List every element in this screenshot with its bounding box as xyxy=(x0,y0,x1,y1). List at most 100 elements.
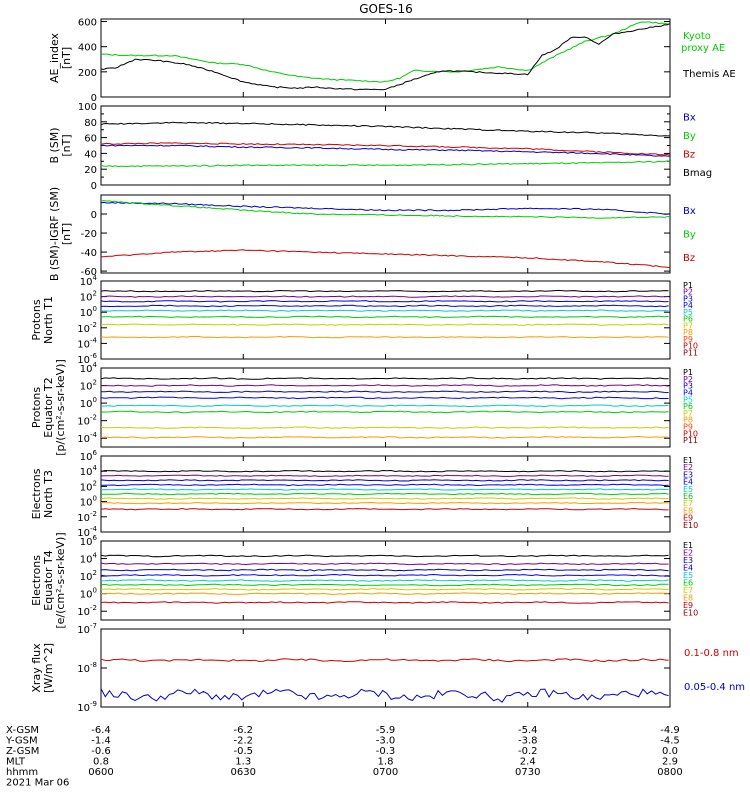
ephemeris-value: 0700 xyxy=(373,767,398,778)
series-line xyxy=(100,474,669,477)
series-line xyxy=(100,335,669,339)
y-tick-label: 104 xyxy=(80,552,98,566)
ephemeris-row-label: hhmm xyxy=(6,767,38,778)
y-tick-label: 106 xyxy=(80,534,98,548)
legend-label: P4 xyxy=(683,388,693,397)
series-line xyxy=(100,492,669,496)
y-tick-label: 20 xyxy=(84,165,97,176)
y-tick-label: 10-2 xyxy=(77,604,97,618)
date-label: 2021 Mar 06 xyxy=(6,778,69,789)
panel-5: 10-4 10-2 100 102 104 ProtonsEquator T2[p/(cm… xyxy=(30,359,698,456)
series-line xyxy=(101,483,669,487)
y-tick-label: 10-2 xyxy=(77,414,97,428)
legend-label: Bz xyxy=(683,253,695,264)
series-line xyxy=(100,295,669,298)
y-axis-label: ProtonsNorth T1 xyxy=(30,296,55,344)
series-line xyxy=(100,23,671,91)
y-tick-label: -40 xyxy=(81,248,97,259)
legend-label: By xyxy=(683,131,696,142)
series-line xyxy=(100,144,671,157)
y-tick-label: -60 xyxy=(81,267,97,278)
ephemeris-value: -4.5 xyxy=(660,736,680,747)
y-tick-label: 102 xyxy=(80,379,97,393)
legend-label: P8 xyxy=(683,328,693,337)
y-tick-label: 104 xyxy=(80,464,98,478)
ephemeris-value: -5.9 xyxy=(376,725,396,736)
panel-7: 10-2 100 102 104 106 ElectronsEquator T4[e/(c… xyxy=(30,532,698,628)
legend-label: P7 xyxy=(683,409,693,418)
y-tick-label: 10-9 xyxy=(77,700,97,714)
legend-label: Bmag xyxy=(683,168,712,179)
ephemeris-row-label: MLT xyxy=(6,757,26,768)
legend-label: E7 xyxy=(683,499,693,508)
y-tick-label: 0 xyxy=(91,210,97,221)
series-line xyxy=(100,507,669,511)
y-tick-label: -20 xyxy=(81,229,97,240)
y-tick-label: 200 xyxy=(78,68,97,79)
legend-label: E4 xyxy=(683,478,693,487)
y-axis-label: Xray flux[W/m^2] xyxy=(30,643,55,693)
legend-label: E10 xyxy=(683,521,698,530)
legend-label: E9 xyxy=(683,601,693,610)
y-axis-label: AE_index[nT] xyxy=(48,32,73,83)
series-line xyxy=(100,309,669,312)
y-tick-label: 10-2 xyxy=(77,510,97,524)
ephemeris-value: -0.5 xyxy=(233,746,253,757)
panel-1: 0 200 400 600 AE_index[nT] Kyoto proxy AE Themi… xyxy=(48,18,736,104)
y-tick-label: 106 xyxy=(80,449,98,463)
series-line xyxy=(100,315,669,319)
ephemeris-value: 2.9 xyxy=(662,757,678,768)
y-tick-label: 104 xyxy=(80,274,98,288)
y-tick-label: 40 xyxy=(84,149,97,160)
panel-frame xyxy=(100,280,671,360)
ephemeris-value: 0800 xyxy=(657,767,682,778)
series-line xyxy=(100,488,669,491)
legend-label: E3 xyxy=(683,556,693,565)
ephemeris-value: -2.2 xyxy=(233,736,253,747)
y-tick-label: 10-8 xyxy=(77,661,97,675)
panel-frame xyxy=(100,367,671,448)
legend-label: P9 xyxy=(683,335,693,344)
ephemeris-value: -4.9 xyxy=(660,725,680,736)
legend-label: E8 xyxy=(683,506,693,515)
y-axis-label: ElectronsNorth T3 xyxy=(30,468,55,519)
ephemeris-value: 0.0 xyxy=(662,746,678,757)
legend-label: By xyxy=(683,230,696,241)
series-line xyxy=(100,497,669,500)
legend-label: P2 xyxy=(683,375,693,384)
legend-label: P5 xyxy=(683,395,693,404)
y-tick-label: 100 xyxy=(80,396,97,410)
y-tick-label: 400 xyxy=(78,43,97,54)
y-tick-label: 100 xyxy=(78,102,97,113)
series-line xyxy=(100,289,669,293)
legend-label: Bx xyxy=(683,113,696,124)
legend-label: P10 xyxy=(683,342,698,351)
series-line xyxy=(100,304,669,308)
y-tick-label: 100 xyxy=(80,495,97,509)
y-axis-label: B (SM)-IGRF (SM)[nT] xyxy=(48,187,73,281)
series-line xyxy=(100,592,669,595)
series-line xyxy=(100,323,669,326)
y-tick-label: 600 xyxy=(78,18,97,29)
legend-label: P7 xyxy=(683,321,693,330)
legend-label: E5 xyxy=(683,571,693,580)
ephemeris-value: -6.2 xyxy=(233,725,253,736)
legend-label: 0.05-0.4 nm xyxy=(684,682,745,693)
y-tick-label: 10-2 xyxy=(77,321,97,335)
panel-3: -60 -40 -20 0 B (SM)-IGRF (SM)[nT] Bx By Bz xyxy=(48,187,696,281)
series-line xyxy=(100,587,669,591)
series-line xyxy=(100,377,669,380)
y-tick-label: 104 xyxy=(80,361,98,375)
legend-label: E10 xyxy=(683,609,698,618)
series-line xyxy=(101,249,671,269)
panel-frame xyxy=(100,628,671,708)
plot-title: GOES-16 xyxy=(359,2,413,16)
y-tick-label: 10-7 xyxy=(77,622,97,636)
ephemeris-value: 0630 xyxy=(231,767,256,778)
series-line xyxy=(100,579,669,582)
legend-label: P11 xyxy=(683,436,698,445)
legend-label: P5 xyxy=(683,308,693,317)
